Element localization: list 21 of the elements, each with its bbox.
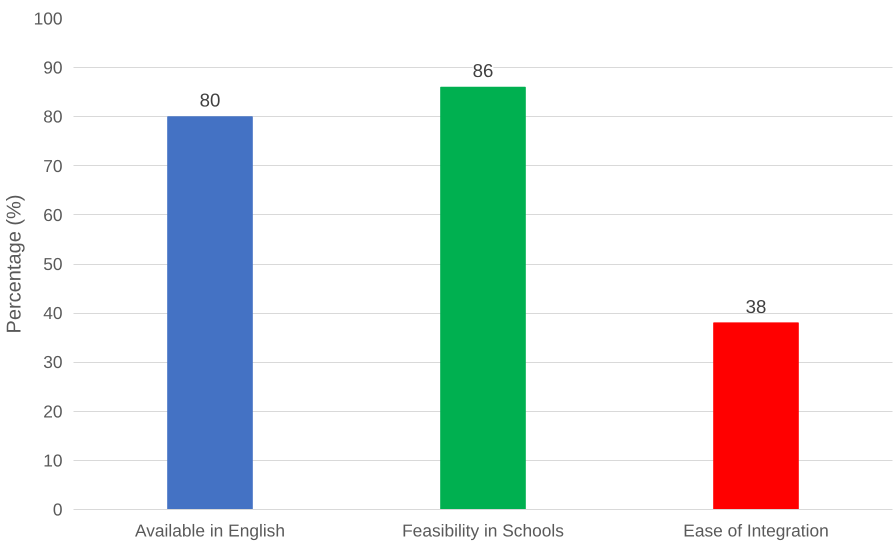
y-tick-label: 50 [43,254,63,274]
y-tick-label: 10 [43,450,63,470]
x-tick-label: Feasibility in Schools [402,520,564,540]
x-tick-label: Ease of Integration [683,520,829,540]
bar [440,86,526,510]
y-tick-label: 80 [43,106,63,127]
y-tick-label: 40 [43,303,63,324]
y-tick-label: 20 [43,401,63,422]
y-tick-label: 0 [52,500,63,520]
y-tick-label: 60 [43,204,63,225]
y-tick-label: 70 [43,156,63,176]
bar [167,116,253,510]
data-label: 86 [472,60,494,82]
data-label: 80 [200,90,220,111]
x-tick-label: Available in English [135,520,285,540]
y-tick-label: 100 [34,8,63,28]
bar [713,322,799,510]
y-axis-title: Percentage (%) [4,194,26,334]
y-tick-label: 90 [43,58,63,78]
y-tick-label: 30 [43,352,63,372]
data-label: 38 [746,296,766,317]
